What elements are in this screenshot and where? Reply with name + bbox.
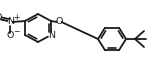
Text: +: +	[13, 13, 19, 22]
Text: O: O	[6, 32, 14, 40]
Text: N: N	[7, 17, 14, 27]
Text: −: −	[13, 27, 19, 36]
Text: O: O	[0, 13, 2, 22]
Text: N: N	[49, 30, 55, 39]
Text: O: O	[55, 17, 63, 27]
